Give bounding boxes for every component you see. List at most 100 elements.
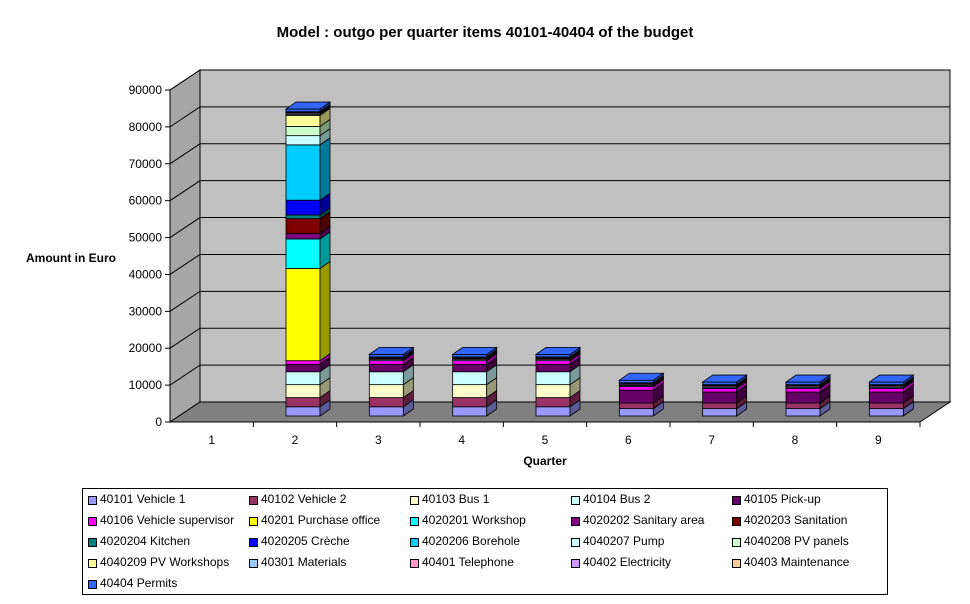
x-tick-label: 9 [875,433,882,447]
bar-top [701,374,748,383]
gridline [169,180,950,202]
chart-title: Model : outgo per quarter items 40101-40… [277,24,694,41]
bar-segment [535,406,571,417]
bar-segment [702,387,738,393]
gridline [169,290,950,312]
bar-top [784,374,832,383]
legend-swatch [571,517,580,526]
bar-segment [618,389,654,404]
bar-segment [285,360,321,365]
bar-segment [452,363,488,373]
legend-swatch [88,496,97,505]
bar-segment [785,408,821,417]
legend-label: 40401 Telephone [422,555,514,569]
bar-segment [285,238,321,269]
bar-segment [535,363,571,373]
bar-segment [535,360,571,365]
x-tick-label: 7 [708,433,715,447]
bar-top [868,374,915,383]
bar-segment [618,386,654,391]
legend-swatch [571,496,580,505]
y-tick-label: 90000 [129,83,163,97]
bar-segment [868,391,904,404]
legend-swatch [249,517,258,526]
y-tick-label: 20000 [129,341,163,355]
bar-segment [368,363,404,373]
bar-segment [285,218,321,234]
side-wall [169,69,201,423]
x-tick-label: 4 [458,433,465,447]
legend-label: 4040209 PV Workshops [100,555,230,569]
bar-segment [535,371,571,386]
gridline [169,217,950,238]
legend-swatch [410,517,419,526]
legend-swatch [732,559,741,568]
legend: 40101 Vehicle 1 40102 Vehicle 2 40103 Bus … [82,488,888,595]
legend-label: 40106 Vehicle supervisor [100,513,235,527]
x-tick-label: 6 [625,433,632,447]
bar-segment [285,114,321,127]
bar-segment [618,402,654,410]
bar-top [284,101,332,110]
bar-segment [535,397,571,408]
bar-segment [452,397,488,408]
bar-segment [368,371,404,386]
legend-label: 4020204 Kitchen [100,534,191,548]
legend-label: 40102 Vehicle 2 [261,492,347,506]
y-tick-label: 70000 [129,157,163,171]
bar-segment [452,384,488,398]
legend-swatch [732,538,741,547]
bar-segment [618,408,654,417]
bar-top [618,372,665,381]
bar-segment [368,397,404,408]
bar-segment [285,144,321,201]
plot-area: 0 10000 20000 30000 40000 50000 60000 70000 8000… [129,69,952,447]
legend-swatch [88,538,97,547]
bar-segment [785,402,821,410]
legend-label: 4020202 Sanitary area [583,513,705,527]
gridline [169,253,950,275]
legend-swatch [410,538,419,547]
x-tick-label: 8 [792,433,799,447]
legend-label: 40404 Permits [100,576,178,590]
bar-segment [868,408,904,417]
y-tick-label: 80000 [129,120,163,134]
bar-top [534,346,582,355]
bar-segment [285,199,321,216]
bar-segment [285,406,321,417]
y-tick-label: 30000 [129,304,163,318]
legend-swatch [571,559,580,568]
legend-label: 4040207 Pump [583,534,665,548]
bar-segment [285,384,321,398]
y-tick-label: 40000 [129,267,163,281]
legend-label: 40201 Purchase office [261,513,381,527]
legend-swatch [88,559,97,568]
bar-segment [368,360,404,365]
bar-segment [452,360,488,365]
bar-segment [868,402,904,410]
bar-segment [285,363,321,373]
legend-swatch [732,496,741,505]
gridline [169,106,950,128]
legend-label: 40402 Electricity [583,555,672,569]
bar-segment [285,126,321,137]
legend-label: 4020203 Sanitation [744,513,848,527]
legend-swatch [571,538,580,547]
bar-segment [702,391,738,404]
bar-segment [368,384,404,398]
gridline [169,69,950,91]
bar-top [451,346,498,355]
legend-label: 4020205 Crèche [261,534,350,548]
legend-swatch [249,538,258,547]
legend-swatch [88,580,97,589]
bar-segment [452,371,488,386]
y-tick-label: 0 [155,415,162,429]
bar-segment-side [319,260,331,362]
legend-label: 4020201 Workshop [422,513,526,527]
y-tick-label: 60000 [129,194,163,208]
legend-swatch [410,496,419,505]
legend-swatch [249,496,258,505]
legend-swatch [88,517,97,526]
legend-swatch [410,559,419,568]
bar-segment [285,232,321,240]
